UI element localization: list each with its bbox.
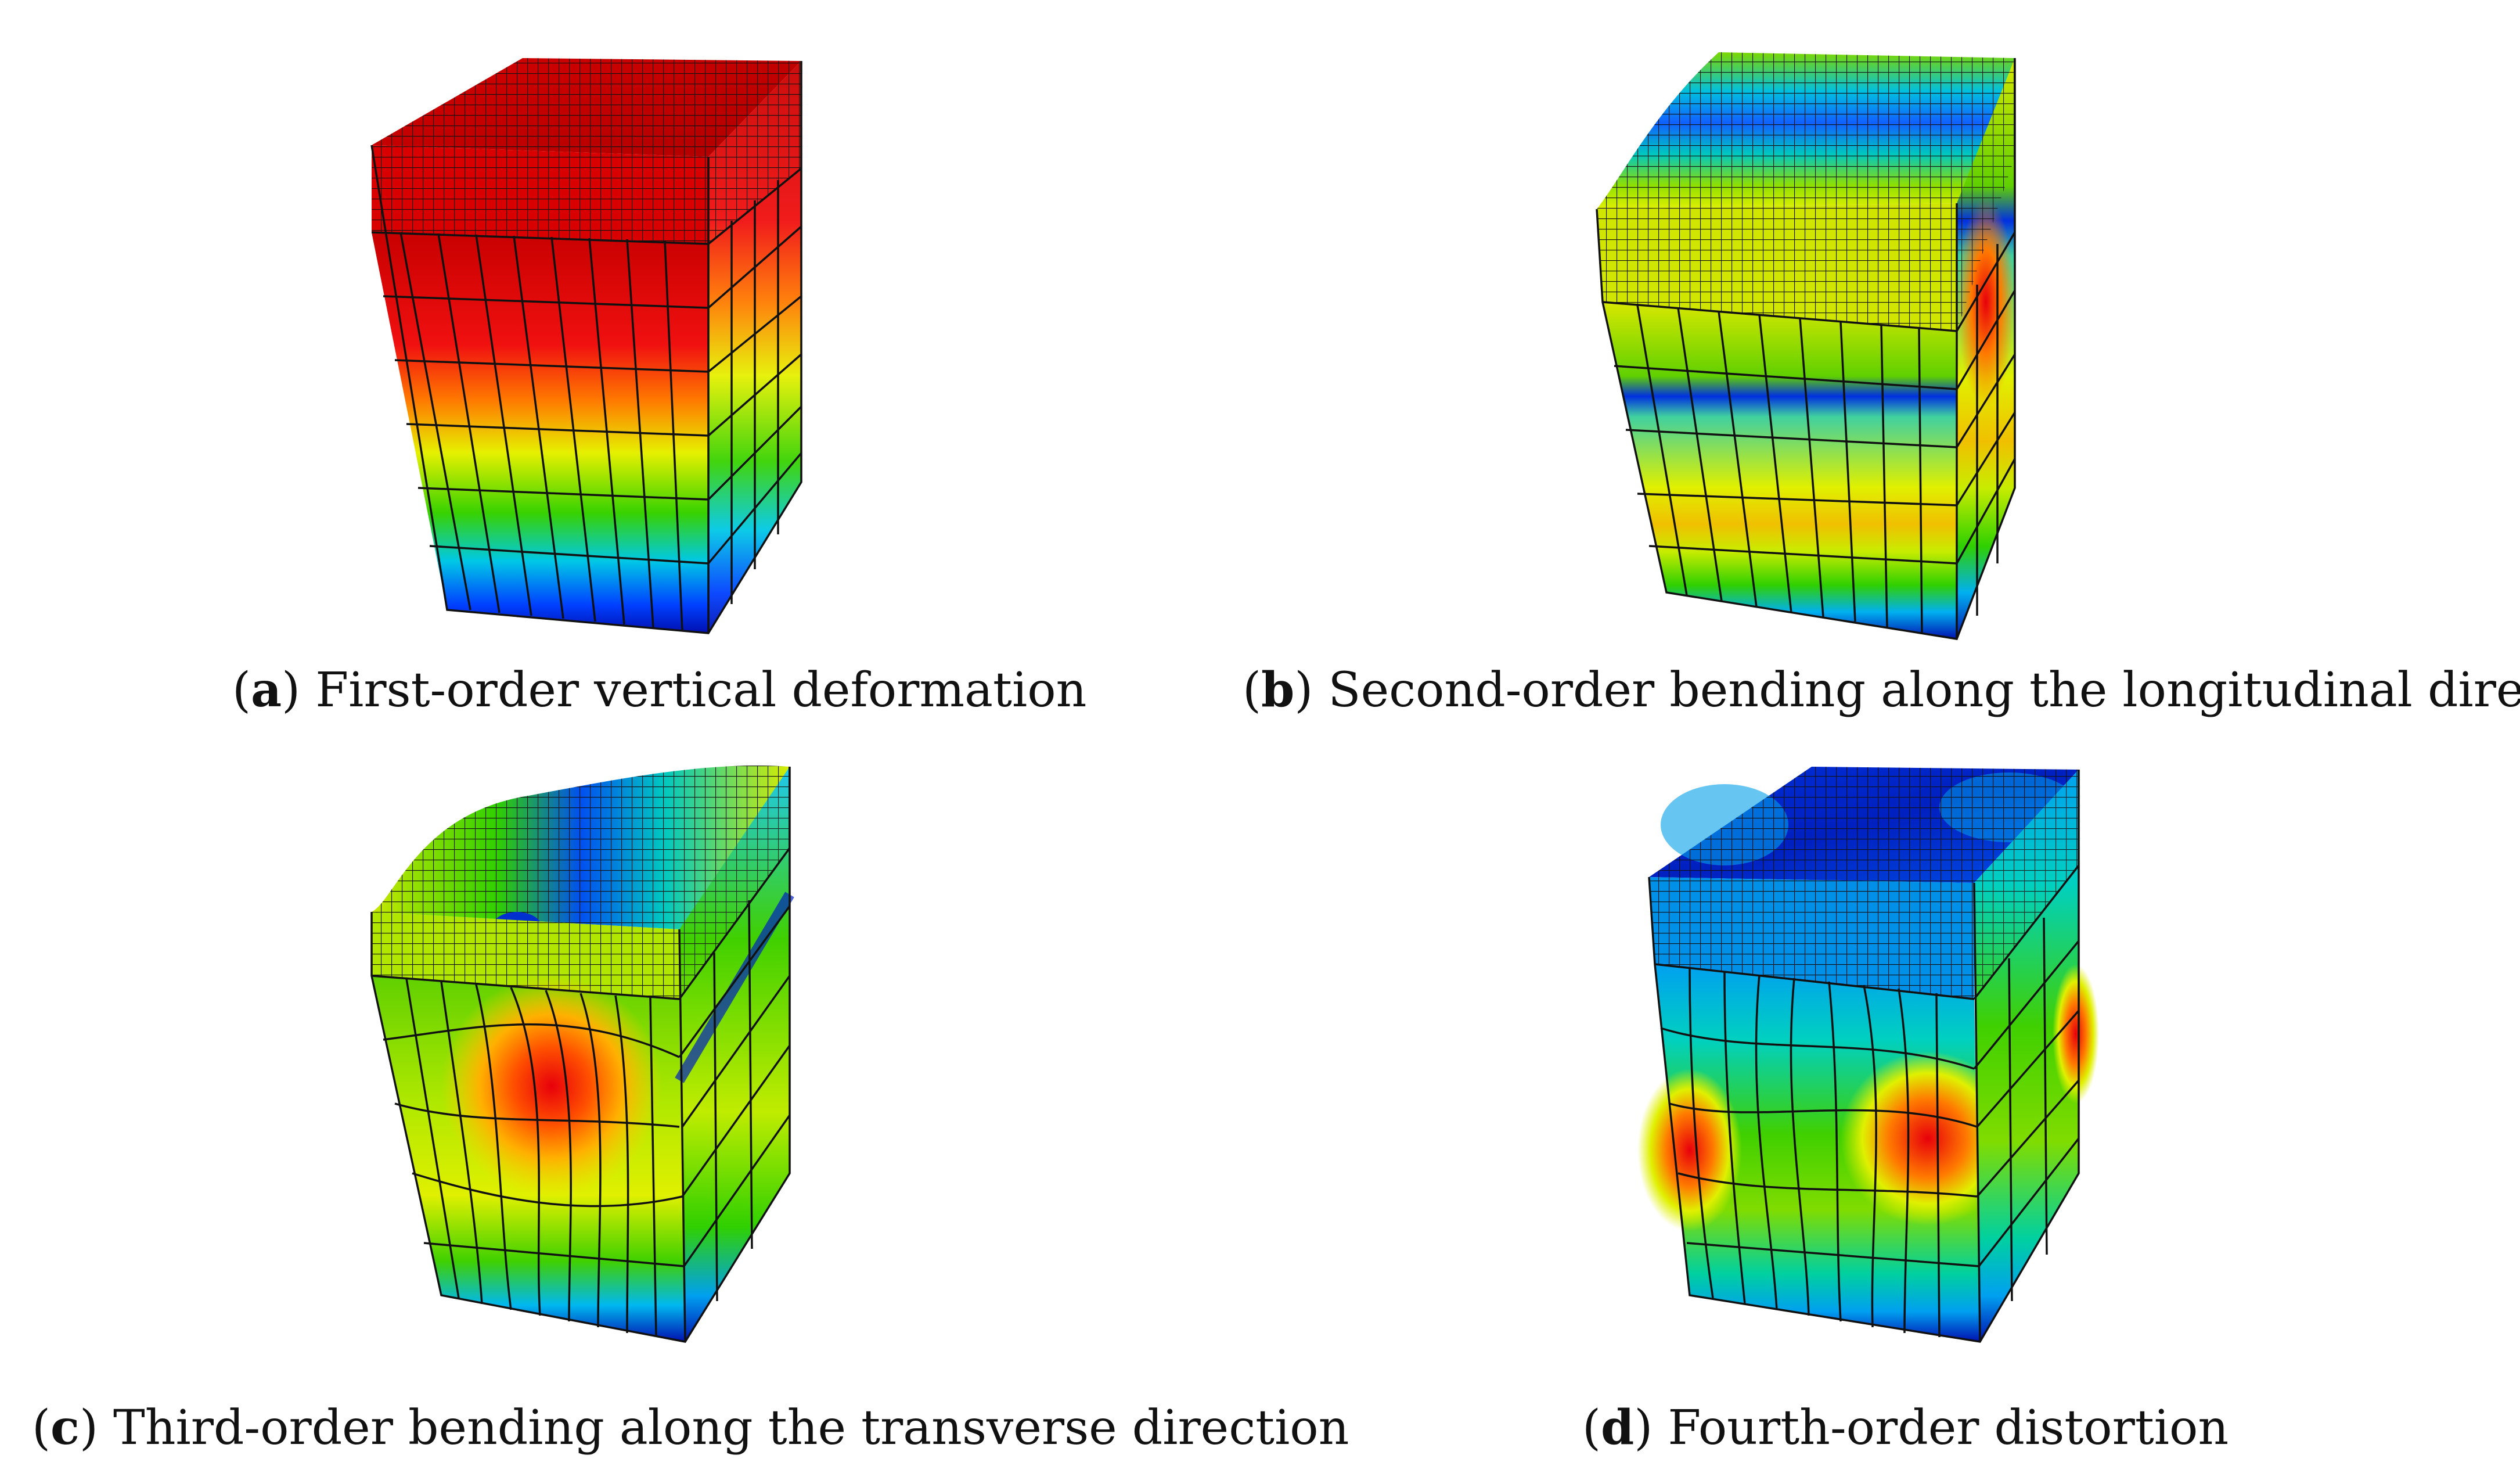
panel-b-letter: b <box>1261 662 1295 718</box>
panel-d-letter: d <box>1601 1400 1635 1456</box>
panel-a-figure <box>360 52 825 645</box>
panel-b-caption-text: Second-order bending along the longitudi… <box>1328 663 2520 718</box>
panel-d-mesh-image <box>1637 767 2099 1343</box>
panel-d-caption: (d) Fourth-order distortion <box>1582 1400 2229 1456</box>
panel-a-caption: (a) First-order vertical deformation <box>232 662 1087 718</box>
panel-d-figure <box>1637 755 2102 1348</box>
panel-a-letter: a <box>251 662 282 718</box>
panel-c-caption-text: Third-order bending along the transverse… <box>113 1400 1349 1456</box>
panel-c-letter: c <box>51 1400 80 1456</box>
panel-d-caption-text: Fourth-order distortion <box>1668 1400 2229 1456</box>
panel-a-mesh-image <box>370 58 802 634</box>
panel-c-caption: (c) Third-order bending along the transv… <box>32 1400 1349 1456</box>
panel-b-caption: (b) Second-order bending along the longi… <box>1243 662 2520 718</box>
panel-c-figure <box>360 755 825 1348</box>
panel-c-mesh-image <box>370 766 794 1343</box>
panel-a-caption-text: First-order vertical deformation <box>315 663 1087 718</box>
panel-b-figure <box>1585 41 2050 645</box>
panel-b-mesh-image <box>1596 52 2016 640</box>
